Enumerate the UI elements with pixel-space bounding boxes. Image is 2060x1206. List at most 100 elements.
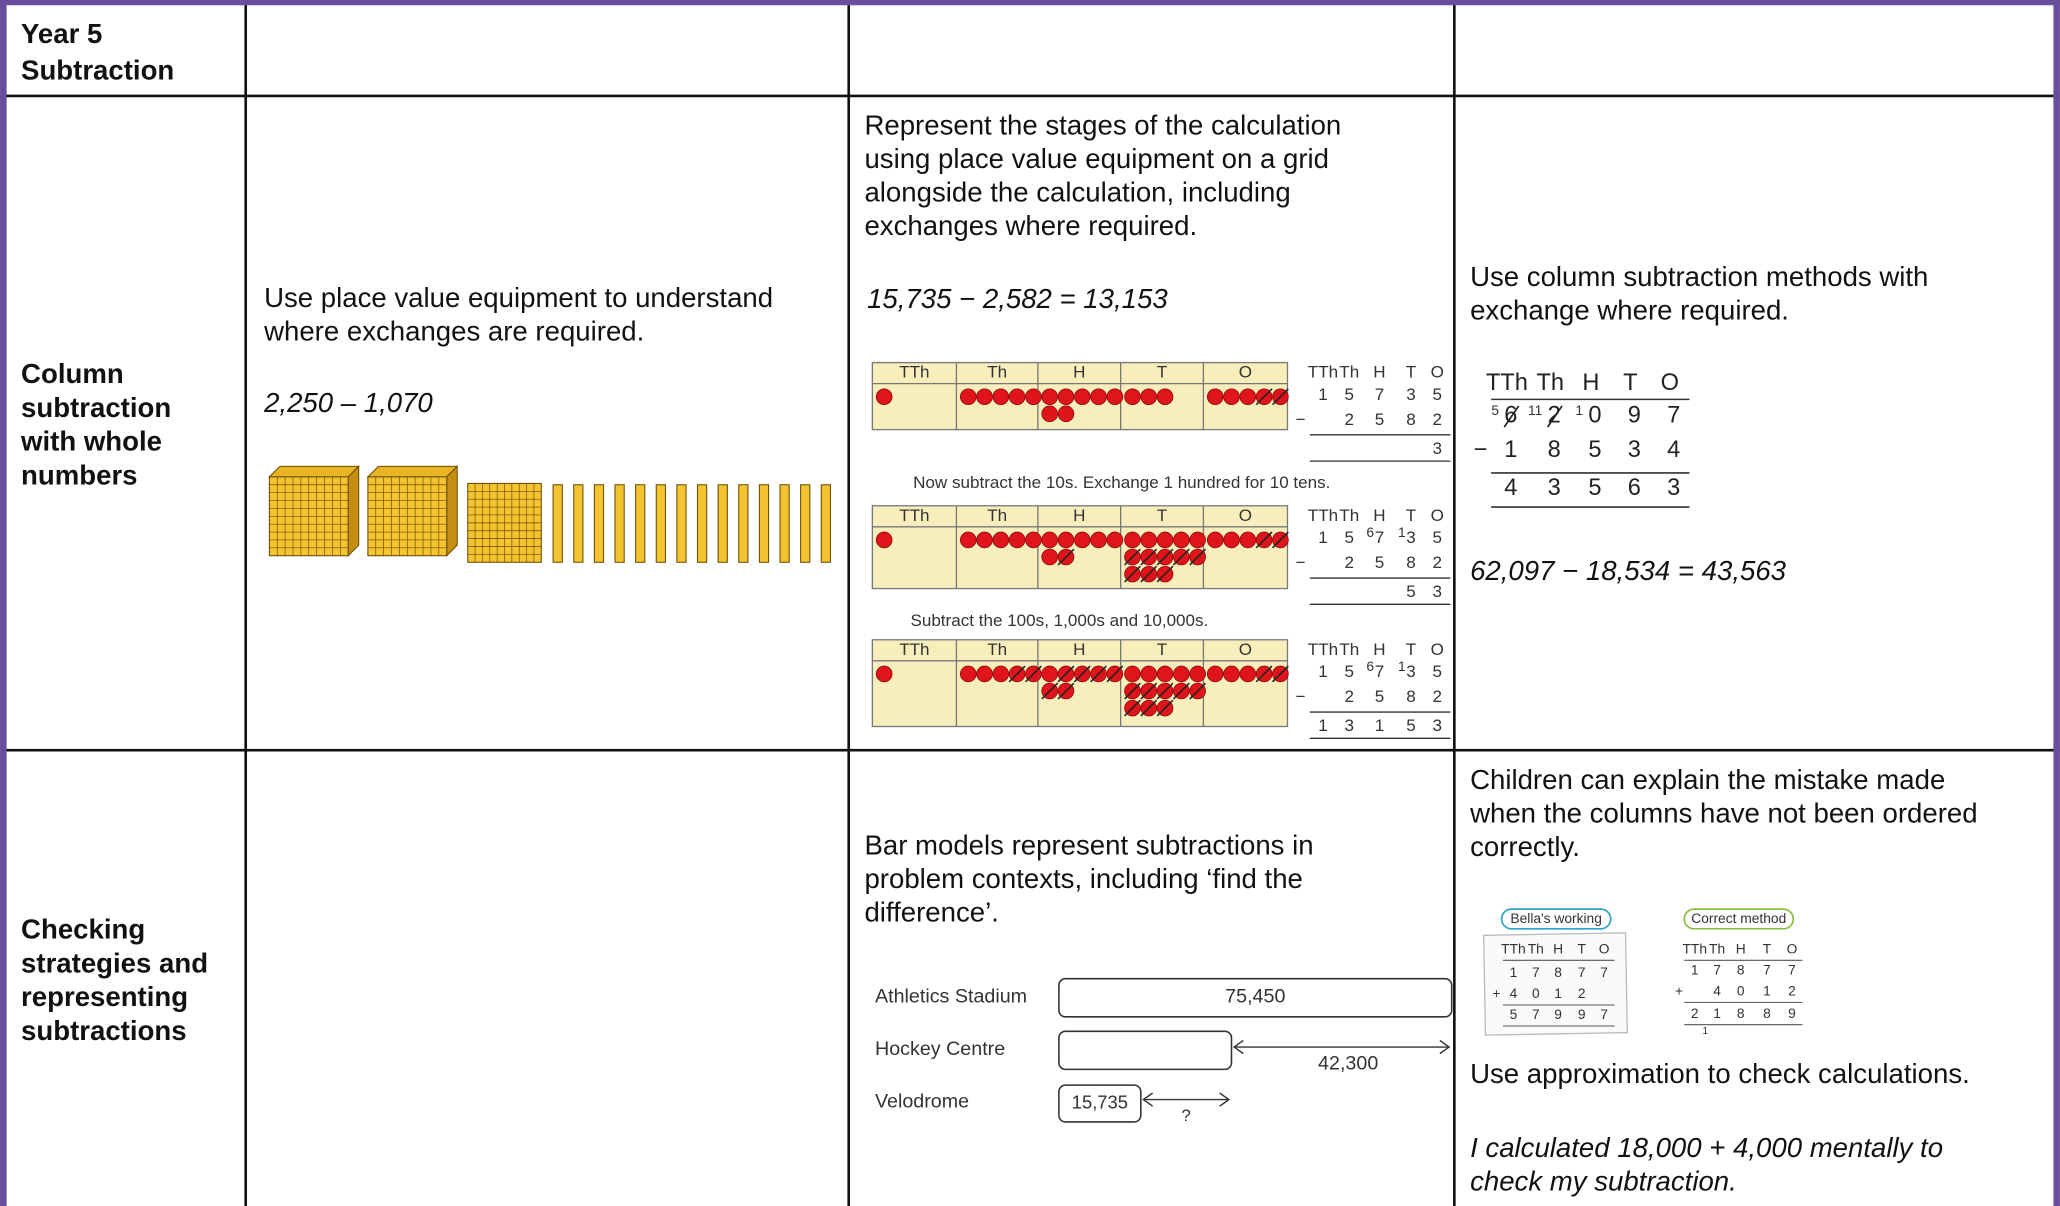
calc-header: O bbox=[1599, 941, 1610, 956]
digit: 3 bbox=[1433, 582, 1443, 601]
cross-out bbox=[1124, 682, 1141, 700]
exchange-mark: 11 bbox=[1528, 403, 1542, 418]
calc-header: H bbox=[1736, 941, 1746, 956]
digit: 3 bbox=[1433, 716, 1443, 735]
counter bbox=[1074, 531, 1091, 549]
counters bbox=[1041, 388, 1124, 423]
cross-out bbox=[1008, 665, 1026, 683]
counter bbox=[1041, 388, 1058, 406]
counter bbox=[1106, 531, 1124, 549]
bar-value: 75,450 bbox=[1225, 985, 1285, 1007]
operator: − bbox=[1296, 553, 1306, 572]
exchange-mark: 1 bbox=[1398, 525, 1406, 540]
digit: 8 bbox=[1554, 965, 1562, 980]
digit: 0 bbox=[1588, 403, 1601, 429]
paragraph: Children can explain the mistake made bbox=[1470, 764, 1945, 795]
digit: 8 bbox=[1763, 1006, 1771, 1021]
digit: 1 bbox=[1375, 716, 1385, 735]
calc-header: TTh bbox=[1308, 640, 1338, 659]
paragraph: Use approximation to check calculations. bbox=[1470, 1058, 1970, 1089]
column-header: H bbox=[1073, 640, 1085, 659]
counters bbox=[959, 665, 1042, 683]
counter bbox=[976, 665, 993, 683]
row-heading: Column bbox=[21, 358, 124, 389]
digit: 1 bbox=[1318, 528, 1328, 547]
counters bbox=[1206, 665, 1289, 683]
ten-rod bbox=[800, 484, 811, 563]
example: check my subtraction. bbox=[1470, 1165, 1737, 1196]
ten-rod bbox=[738, 484, 749, 563]
tag-label: Bella's working bbox=[1510, 911, 1601, 926]
digit: 5 bbox=[1588, 475, 1601, 501]
column-header: Th bbox=[987, 506, 1007, 525]
calc-header: O bbox=[1431, 640, 1444, 659]
ten-rod bbox=[696, 484, 708, 563]
calc-header: TTh bbox=[1308, 506, 1338, 525]
cross-out bbox=[1124, 699, 1141, 717]
digit: 8 bbox=[1406, 553, 1416, 572]
counters bbox=[875, 665, 893, 683]
digit: 4 bbox=[1713, 984, 1721, 999]
digit: 7 bbox=[1532, 965, 1540, 980]
digit: 7 bbox=[1763, 962, 1771, 977]
counter bbox=[1057, 405, 1075, 423]
cross-out bbox=[1124, 548, 1141, 566]
operator: + bbox=[1675, 984, 1683, 999]
calc-header: O bbox=[1431, 506, 1444, 525]
row-heading: strategies and bbox=[21, 947, 208, 978]
digit: 4 bbox=[1510, 986, 1518, 1001]
exchange-mark: 5 bbox=[1491, 403, 1499, 418]
counter bbox=[992, 665, 1010, 683]
base-ten-blocks bbox=[268, 465, 831, 563]
carry: 1 bbox=[1702, 1025, 1708, 1037]
digit: 2 bbox=[1691, 1006, 1699, 1021]
column-header: H bbox=[1073, 363, 1085, 382]
counter bbox=[1173, 531, 1190, 549]
digit: 8 bbox=[1406, 410, 1416, 429]
digit: 1 bbox=[1318, 716, 1328, 735]
cross-out bbox=[1503, 405, 1520, 428]
counter bbox=[1189, 531, 1206, 549]
block-face bbox=[366, 465, 459, 478]
cross-out bbox=[1189, 682, 1207, 700]
operator: − bbox=[1296, 410, 1306, 429]
row-heading: Checking bbox=[21, 914, 145, 945]
block-face bbox=[347, 465, 360, 557]
counter bbox=[1041, 405, 1058, 423]
counter bbox=[959, 388, 977, 406]
digit: 7 bbox=[1667, 403, 1680, 429]
calc-header: O bbox=[1661, 370, 1679, 396]
cross-out bbox=[1073, 665, 1091, 683]
paragraph: when the columns have not been ordered bbox=[1469, 797, 1977, 828]
operator: − bbox=[1296, 687, 1306, 706]
counters bbox=[1124, 388, 1174, 406]
cross-out bbox=[1156, 565, 1174, 583]
digit: 5 bbox=[1433, 662, 1443, 681]
calc-header: H bbox=[1373, 363, 1385, 382]
column-header: T bbox=[1157, 640, 1168, 659]
column-header: O bbox=[1239, 363, 1252, 382]
counter bbox=[875, 531, 893, 549]
counter bbox=[1206, 531, 1224, 549]
digit: 3 bbox=[1548, 475, 1561, 501]
digit: 5 bbox=[1375, 687, 1385, 706]
digit: 1 bbox=[1318, 662, 1328, 681]
calc-header: Th bbox=[1709, 941, 1725, 956]
cross-out bbox=[1189, 548, 1207, 566]
block-face bbox=[268, 465, 360, 478]
bar-label: Hockey Centre bbox=[875, 1038, 1005, 1060]
arrow-head bbox=[1142, 1092, 1231, 1107]
unknown-label: ? bbox=[1181, 1106, 1191, 1125]
cross-out bbox=[1140, 682, 1158, 700]
calc-header: TTh bbox=[1308, 363, 1338, 382]
bar bbox=[1058, 1084, 1142, 1123]
column-header: TTh bbox=[899, 506, 929, 525]
counters bbox=[875, 388, 893, 406]
calc-header: TTh bbox=[1486, 370, 1528, 396]
paragraph: Use place value equipment to understand bbox=[264, 282, 773, 313]
difference-label: 42,300 bbox=[1318, 1052, 1378, 1074]
digit: 3 bbox=[1433, 439, 1443, 458]
counter bbox=[959, 665, 977, 683]
cross-out bbox=[1255, 531, 1273, 549]
counter bbox=[1206, 388, 1224, 406]
